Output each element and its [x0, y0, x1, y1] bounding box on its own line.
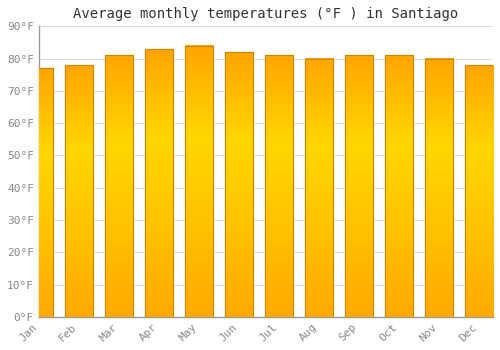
Bar	[425, 58, 453, 317]
Bar	[225, 52, 253, 317]
Bar	[145, 49, 173, 317]
Bar	[185, 46, 213, 317]
Bar	[225, 52, 253, 317]
Bar	[345, 55, 373, 317]
Bar	[25, 68, 53, 317]
Bar	[185, 46, 213, 317]
Bar	[265, 55, 293, 317]
Bar	[105, 55, 133, 317]
Bar	[65, 65, 93, 317]
Bar	[345, 55, 373, 317]
Bar	[305, 58, 333, 317]
Bar	[265, 55, 293, 317]
Bar	[305, 58, 333, 317]
Bar	[465, 65, 493, 317]
Bar	[385, 55, 413, 317]
Bar	[425, 58, 453, 317]
Title: Average monthly temperatures (°F ) in Santiago: Average monthly temperatures (°F ) in Sa…	[74, 7, 458, 21]
Bar	[105, 55, 133, 317]
Bar	[25, 68, 53, 317]
Bar	[385, 55, 413, 317]
Bar	[145, 49, 173, 317]
Bar	[465, 65, 493, 317]
Bar	[65, 65, 93, 317]
